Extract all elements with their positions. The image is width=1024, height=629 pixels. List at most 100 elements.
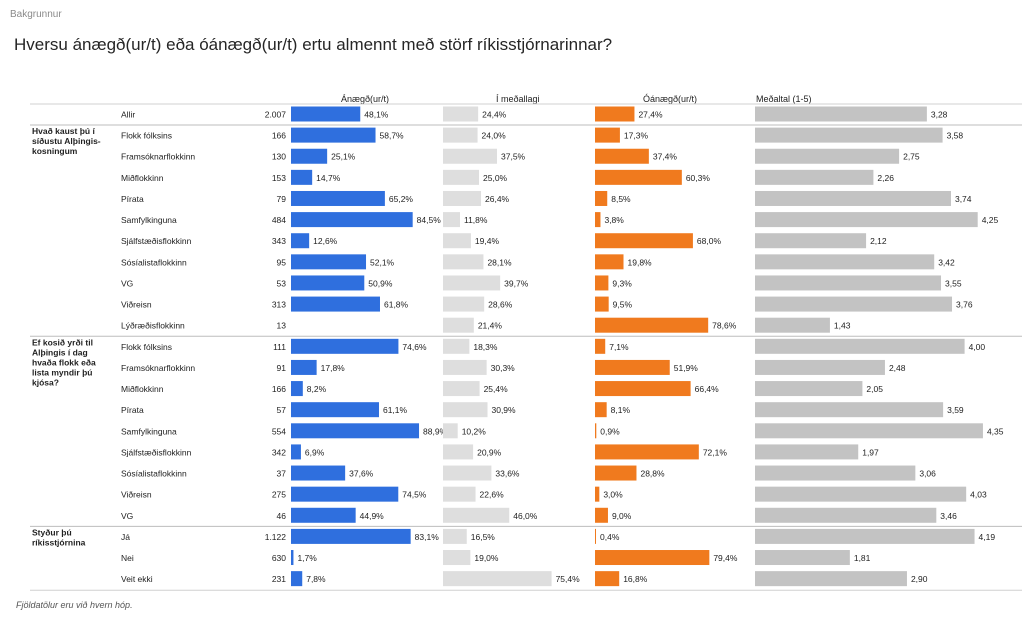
dissatisfied-value-label: 8,1% <box>611 405 631 415</box>
mean-value-label: 1,43 <box>834 321 851 331</box>
mean-value-label: 4,19 <box>979 532 996 542</box>
mean-bar <box>755 402 944 418</box>
neutral-bar <box>443 296 485 312</box>
neutral-value-label: 39,7% <box>504 278 529 288</box>
neutral-bar <box>443 169 479 185</box>
neutral-bar <box>443 359 487 375</box>
satisfied-bar <box>291 233 310 249</box>
satisfied-value-label: 7,8% <box>306 574 326 584</box>
row-count: 231 <box>272 574 286 584</box>
satisfied-value-label: 14,7% <box>316 173 341 183</box>
mean-value-label: 3,58 <box>947 131 964 141</box>
dissatisfied-value-label: 37,4% <box>653 152 678 162</box>
satisfied-bar <box>291 212 413 228</box>
row-label: Sjálfstæðisflokkinn <box>121 447 192 457</box>
neutral-value-label: 30,3% <box>491 363 516 373</box>
dissatisfied-bar <box>595 486 600 502</box>
row-label: Viðreisn <box>121 490 152 500</box>
satisfied-bar <box>291 190 385 206</box>
satisfied-value-label: 1,7% <box>297 553 317 563</box>
row-count: 343 <box>272 236 286 246</box>
mean-bar <box>755 106 927 122</box>
satisfied-bar <box>291 381 303 397</box>
dissatisfied-bar <box>595 528 596 544</box>
satisfied-value-label: 83,1% <box>415 532 440 542</box>
mean-value-label: 3,28 <box>931 110 948 120</box>
satisfied-bar <box>291 486 399 502</box>
row-count: 166 <box>272 131 286 141</box>
row-label: VG <box>121 511 133 521</box>
group-label: Alþingis í dag <box>32 347 88 357</box>
mean-bar <box>755 507 937 523</box>
neutral-value-label: 20,9% <box>477 447 502 457</box>
satisfied-value-label: 65,2% <box>389 194 414 204</box>
neutral-bar <box>443 571 552 587</box>
neutral-value-label: 24,0% <box>482 131 507 141</box>
mean-bar <box>755 169 874 185</box>
footnote: Fjöldatölur eru við hvern hóp. <box>16 600 133 610</box>
satisfied-bar <box>291 528 411 544</box>
mean-value-label: 3,06 <box>919 469 936 479</box>
satisfied-value-label: 8,2% <box>307 384 327 394</box>
dissatisfied-value-label: 72,1% <box>703 447 728 457</box>
dissatisfied-value-label: 17,3% <box>624 131 649 141</box>
satisfied-value-label: 84,5% <box>417 215 442 225</box>
row-label: VG <box>121 278 133 288</box>
row-count: 166 <box>272 384 286 394</box>
mean-value-label: 3,55 <box>945 278 962 288</box>
row-count: 130 <box>272 152 286 162</box>
row-label: Flokk fólksins <box>121 131 172 141</box>
row-count: 2.007 <box>265 110 287 120</box>
satisfied-value-label: 52,1% <box>370 257 395 267</box>
mean-bar <box>755 444 859 460</box>
row-label: Pírata <box>121 194 144 204</box>
row-label: Sósíalistaflokkinn <box>121 469 187 479</box>
dissatisfied-value-label: 8,5% <box>611 194 631 204</box>
dissatisfied-bar <box>595 254 624 270</box>
dissatisfied-value-label: 68,0% <box>697 236 722 246</box>
satisfied-value-label: 44,9% <box>360 511 385 521</box>
satisfied-bar <box>291 571 303 587</box>
dissatisfied-value-label: 19,8% <box>628 257 653 267</box>
satisfied-bar <box>291 148 328 164</box>
dissatisfied-value-label: 51,9% <box>674 363 699 373</box>
satisfied-bar <box>291 338 399 354</box>
dissatisfied-value-label: 0,4% <box>600 532 620 542</box>
mean-bar <box>755 212 978 228</box>
satisfied-bar <box>291 296 380 312</box>
breadcrumb[interactable]: Bakgrunnur <box>10 9 62 20</box>
mean-bar <box>755 381 863 397</box>
satisfied-value-label: 74,6% <box>402 342 427 352</box>
mean-bar <box>755 338 965 354</box>
satisfied-bar <box>291 402 379 418</box>
neutral-bar <box>443 402 488 418</box>
mean-bar <box>755 127 943 143</box>
dissatisfied-value-label: 9,0% <box>612 511 632 521</box>
neutral-bar <box>443 190 482 206</box>
mean-value-label: 4,03 <box>970 490 987 500</box>
mean-bar <box>755 571 907 587</box>
row-label: Flokk fólksins <box>121 342 172 352</box>
mean-value-label: 2,48 <box>889 363 906 373</box>
dissatisfied-value-label: 7,1% <box>609 342 629 352</box>
row-count: 1.122 <box>265 532 287 542</box>
satisfied-value-label: 48,1% <box>364 110 389 120</box>
dissatisfied-bar <box>595 148 649 164</box>
mean-bar <box>755 190 951 206</box>
row-label: Samfylkinguna <box>121 215 177 225</box>
mean-bar <box>755 296 953 312</box>
group-label: ríkisstjórnina <box>32 537 86 547</box>
satisfied-bar <box>291 444 301 460</box>
page-title: Hversu ánægð(ur/t) eða óánægð(ur/t) ertu… <box>14 35 613 54</box>
satisfied-bar <box>291 169 313 185</box>
column-header: Meðaltal (1-5) <box>756 94 812 104</box>
mean-value-label: 2,90 <box>911 574 928 584</box>
neutral-value-label: 37,5% <box>501 152 526 162</box>
row-count: 46 <box>277 511 287 521</box>
row-count: 630 <box>272 553 286 563</box>
dissatisfied-bar <box>595 444 699 460</box>
neutral-bar <box>443 550 471 566</box>
row-label: Nei <box>121 553 134 563</box>
group-label: Ef kosið yrði til <box>32 337 93 347</box>
mean-value-label: 4,25 <box>982 215 999 225</box>
